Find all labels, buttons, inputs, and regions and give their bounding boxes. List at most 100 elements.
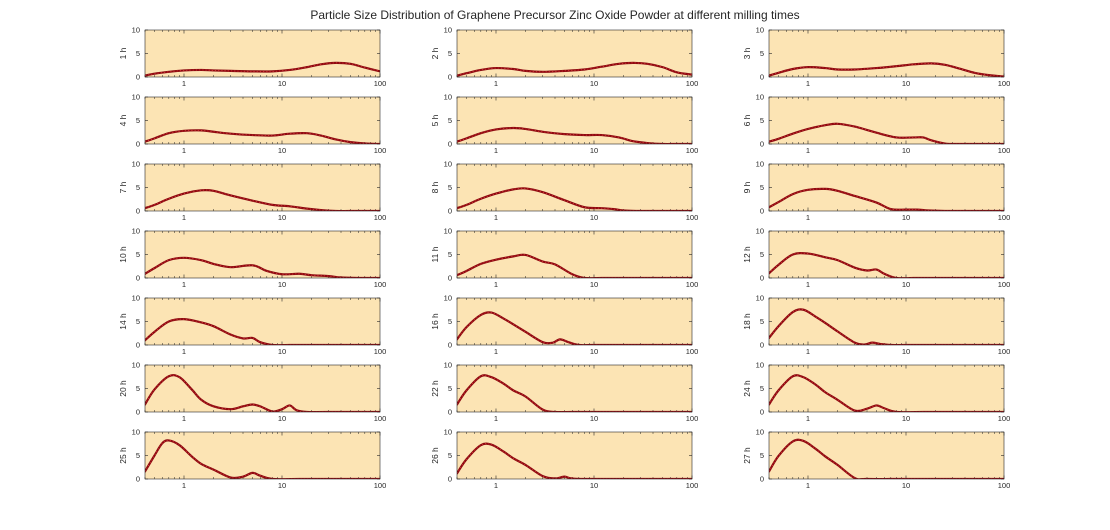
y-tick-label: 10 [132,428,140,437]
x-tick-label: 100 [374,347,387,356]
y-tick-label: 0 [760,73,764,82]
x-tick-label: 100 [998,414,1011,423]
y-tick-label: 5 [760,250,764,259]
y-tick-label: 0 [448,140,452,149]
y-tick-label: 10 [756,361,764,370]
x-tick-label: 1 [182,213,186,222]
y-axis-label: 22 h [430,380,440,397]
y-axis-label: 27 h [742,447,752,464]
y-axis-label: 1 h [118,47,128,59]
y-tick-label: 0 [448,408,452,417]
y-axis-label: 14 h [118,313,128,330]
series-line [457,442,692,479]
y-tick-label: 5 [448,317,452,326]
y-tick-label: 10 [444,361,452,370]
y-tick-label: 5 [136,384,140,393]
y-tick-label: 10 [756,428,764,437]
x-tick-label: 1 [494,213,498,222]
y-axis-label: 7 h [118,181,128,193]
y-tick-label: 0 [760,408,764,417]
y-tick-label: 5 [136,49,140,58]
y-tick-label: 5 [448,250,452,259]
y-tick-label: 0 [760,140,764,149]
axes-frame [456,230,693,279]
x-tick-label: 1 [806,213,810,222]
y-axis-label: 2 h [430,47,440,59]
y-axis-label: 26 h [430,447,440,464]
y-tick-label: 5 [136,183,140,192]
subplot-11: 1 10 100 0 5 10 11 h [430,227,698,289]
y-tick-label: 0 [136,140,140,149]
x-tick-label: 10 [902,146,910,155]
plot-area [145,30,380,77]
y-axis-label: 20 h [118,380,128,397]
x-tick-label: 100 [686,213,699,222]
y-tick-label: 0 [136,408,140,417]
x-tick-label: 100 [998,280,1011,289]
y-tick-label: 5 [760,49,764,58]
series-line-markers [769,374,1004,412]
y-tick-label: 10 [756,227,764,236]
x-tick-label: 100 [374,481,387,490]
y-axis-label: 8 h [430,181,440,193]
x-tick-label: 1 [182,146,186,155]
subplot-10: 1 10 100 0 5 10 10 h [118,227,386,289]
y-tick-label: 5 [760,183,764,192]
plot-area [145,365,380,412]
x-tick-label: 10 [590,79,598,88]
x-tick-label: 10 [278,347,286,356]
x-tick-label: 100 [998,213,1011,222]
y-tick-label: 10 [444,294,452,303]
x-tick-label: 1 [806,347,810,356]
subplot-16: 1 10 100 0 5 10 20 h [118,361,386,423]
axes-frame [456,96,693,145]
x-tick-label: 100 [374,414,387,423]
axes-frame [144,29,381,78]
y-axis-label: 12 h [742,246,752,263]
series-line-markers [769,123,1004,144]
y-tick-label: 10 [132,26,140,35]
x-tick-label: 10 [278,79,286,88]
subplot-13: 1 10 100 0 5 10 14 h [118,294,386,356]
x-tick-label: 10 [902,280,910,289]
subplot-6: 1 10 100 0 5 10 6 h [742,93,1010,155]
subplot-12: 1 10 100 0 5 10 12 h [742,227,1010,289]
plot-area [769,298,1004,345]
x-tick-label: 10 [278,280,286,289]
y-tick-label: 0 [136,207,140,216]
x-tick-label: 10 [590,414,598,423]
axes-frame [768,163,1005,212]
y-axis-label: 6 h [742,114,752,126]
x-tick-label: 100 [686,280,699,289]
subplot-5: 1 10 100 0 5 10 5 h [430,93,698,155]
axes-frame [144,230,381,279]
subplot-1: 1 10 100 0 5 10 1 h [118,26,386,88]
x-tick-label: 100 [374,280,387,289]
y-tick-label: 0 [760,274,764,283]
y-tick-label: 10 [444,93,452,102]
series-line-markers [145,62,380,76]
plot-area [769,432,1004,479]
axes-frame [144,163,381,212]
x-tick-label: 100 [998,347,1011,356]
series-line [769,438,1004,479]
y-tick-label: 5 [448,183,452,192]
y-tick-label: 10 [756,26,764,35]
x-tick-label: 100 [686,481,699,490]
y-tick-label: 10 [444,227,452,236]
y-tick-label: 10 [444,160,452,169]
subplot-15: 1 10 100 0 5 10 18 h [742,294,1010,356]
x-tick-label: 1 [806,79,810,88]
y-tick-label: 5 [760,384,764,393]
y-axis-label: 3 h [742,47,752,59]
axes-frame [768,96,1005,145]
subplot-18: 1 10 100 0 5 10 24 h [742,361,1010,423]
y-axis-label: 16 h [430,313,440,330]
y-axis-label: 11 h [430,246,440,262]
x-tick-label: 100 [998,79,1011,88]
x-tick-label: 1 [806,481,810,490]
axes-frame [456,297,693,346]
x-tick-label: 10 [278,414,286,423]
series-line-markers [769,309,1004,345]
series-line-markers [457,62,692,76]
